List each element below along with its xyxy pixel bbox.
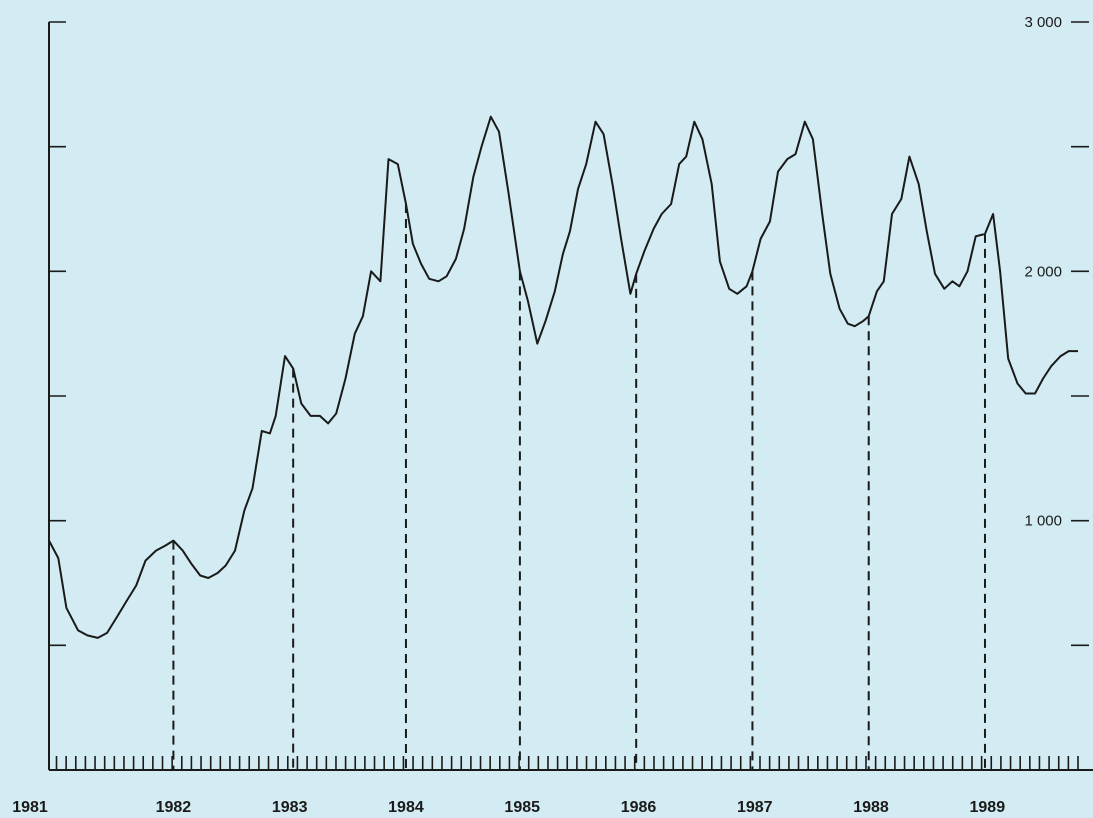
x-axis-labels: 1981 1982 1983 1984 1985 1986 1987 1988 1989: [12, 799, 1005, 816]
x-tick-label: 1983: [272, 799, 308, 816]
peak-drop-lines: [172, 204, 986, 770]
y-tick-label: 3 000: [1024, 14, 1062, 31]
x-tick-label: 1987: [737, 799, 773, 816]
x-tick-label: 1986: [621, 799, 657, 816]
y-tick-label: 2 000: [1024, 263, 1062, 280]
x-tick-label: 1988: [853, 799, 889, 816]
series-group: [48, 115, 1078, 639]
y-tick-label: 1 000: [1024, 513, 1062, 530]
x-tick-label: 1981: [12, 799, 48, 816]
x-tick-label: 1982: [156, 799, 192, 816]
y-axis-labels: 1 000 2 000 3 000: [1024, 14, 1062, 530]
x-tick-label: 1985: [504, 799, 540, 816]
x-tick-label: 1984: [388, 799, 424, 816]
axes: [48, 21, 1093, 771]
x-tick-label: 1989: [970, 799, 1006, 816]
series-line: [48, 115, 1078, 639]
